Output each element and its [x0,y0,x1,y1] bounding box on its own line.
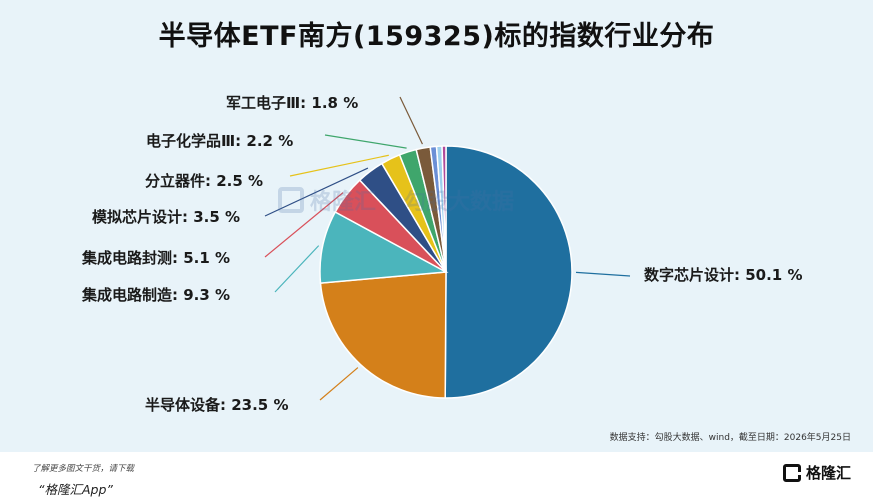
leader-line [264,167,369,217]
slice-label: 半导体设备: 23.5 % [145,396,288,414]
leader-line [289,154,389,177]
leader-line [319,367,359,401]
slice-label: 数字芯片设计: 50.1 % [644,266,802,284]
leader-line [575,271,631,277]
promo-app-name: “格隆汇App” [38,482,113,497]
logo-text: 格隆汇 [805,464,851,482]
footer: 了解更多图文干货，请下载 “格隆汇App” 格隆汇 [0,452,873,501]
slice-label: 分立器件: 2.5 % [145,172,263,190]
chart-title: 半导体ETF南方(159325)标的指数行业分布 [158,21,715,52]
slice-label: 集成电路封测: 5.1 % [81,249,230,267]
leader-line [274,245,320,293]
leader-line [264,192,344,258]
slice-label: 电子化学品Ⅲ: 2.2 % [146,132,293,150]
brand-logo: 格隆汇 [782,462,851,483]
pie-slice [441,145,447,273]
leader-line [399,96,423,145]
leader-line [324,134,407,149]
data-source-note: 数据支持：勾股大数据、wind，截至日期：2026年5月25日 [609,433,851,443]
promo-line: 了解更多图文干货，请下载 [32,464,135,474]
slice-label: 集成电路制造: 9.3 % [81,286,230,304]
pie-slice [319,271,447,399]
logo-icon [782,463,801,482]
chart-card: 半导体ETF南方(159325)标的指数行业分布 数字芯片设计: 50.1 % 半… [0,0,873,452]
pie-chart: 数字芯片设计: 50.1 % 半导体设备: 23.5 % 集成电路制造: 9.3 %… [81,94,802,414]
slice-label: 军工电子Ⅲ: 1.8 % [226,94,358,112]
pie-slice [444,145,573,399]
slice-label: 模拟芯片设计: 3.5 % [92,208,240,226]
